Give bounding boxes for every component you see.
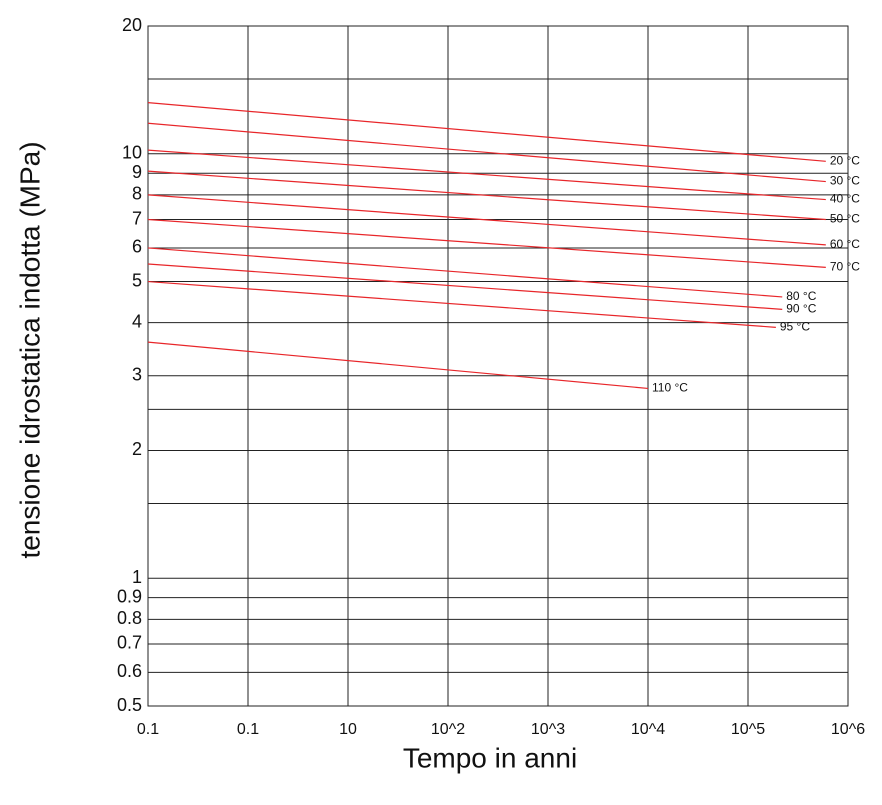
series-label: 95 °C xyxy=(780,320,810,334)
series-label: 80 °C xyxy=(786,289,816,303)
y-axis-title: tensione idrostatica indotta (MPa) xyxy=(14,141,45,558)
series-line xyxy=(147,194,826,246)
series-line xyxy=(147,101,826,162)
series-line xyxy=(147,263,783,310)
x-tick-label: 10 xyxy=(339,721,357,738)
y-tick-label: 7 xyxy=(132,208,142,228)
x-tick-label: 0.1 xyxy=(237,721,259,738)
series-label: 40 °C xyxy=(830,192,860,206)
series-line xyxy=(147,122,826,183)
x-axis-title: Tempo in anni xyxy=(403,742,577,773)
series-line xyxy=(147,341,649,390)
series-label: 60 °C xyxy=(830,237,860,251)
y-tick-label: 5 xyxy=(132,270,142,290)
y-tick-label: 0.8 xyxy=(117,608,142,628)
y-tick-label: 6 xyxy=(132,237,142,257)
series-label: 90 °C xyxy=(786,302,816,316)
series-label: 50 °C xyxy=(830,212,860,226)
plot-frame xyxy=(147,25,849,707)
y-tick-label: 0.7 xyxy=(117,633,142,653)
y-tick-label: 9 xyxy=(132,162,142,182)
y-tick-label: 1 xyxy=(132,567,142,587)
x-tick-label: 10^2 xyxy=(431,721,465,738)
series-line xyxy=(147,280,776,328)
y-tick-label: 10 xyxy=(122,143,142,163)
series-line xyxy=(147,149,826,201)
series-line xyxy=(147,247,783,298)
series-label: 20 °C xyxy=(830,153,860,167)
series-line xyxy=(147,218,826,268)
x-tick-label: 10^5 xyxy=(731,721,765,738)
series-label: 110 °C xyxy=(652,381,688,395)
series-label: 70 °C xyxy=(830,260,860,274)
y-tick-label: 0.5 xyxy=(117,695,142,715)
y-tick-label: 2 xyxy=(132,439,142,459)
x-tick-label: 10^4 xyxy=(631,721,665,738)
x-tick-label: 10^3 xyxy=(531,721,565,738)
y-tick-label: 20 xyxy=(122,15,142,35)
series-line xyxy=(147,170,826,221)
x-tick-label: 10^6 xyxy=(831,721,865,738)
x-tick-label: 0.1 xyxy=(137,721,159,738)
y-tick-label: 0.6 xyxy=(117,661,142,681)
series-label: 30 °C xyxy=(830,174,860,188)
y-tick-label: 4 xyxy=(132,311,142,331)
y-tick-label: 0.9 xyxy=(117,586,142,606)
y-tick-label: 3 xyxy=(132,364,142,384)
y-tick-label: 8 xyxy=(132,184,142,204)
